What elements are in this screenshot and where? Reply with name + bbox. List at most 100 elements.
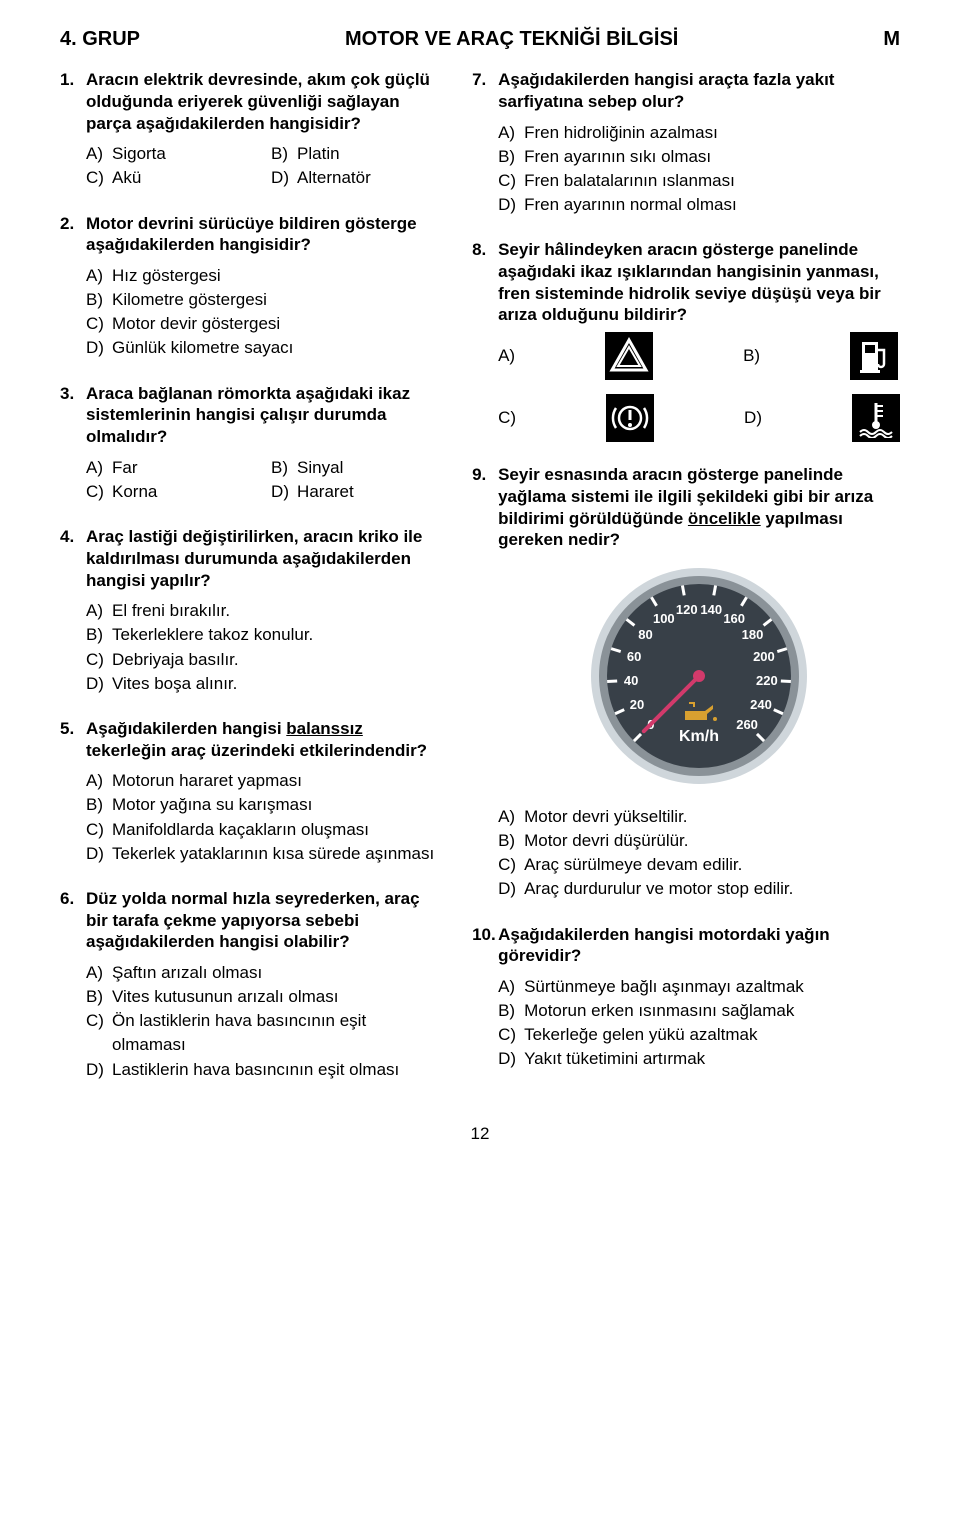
- q6-optA: Şaftın arızalı olması: [112, 961, 262, 985]
- hazard-triangle-icon: [605, 332, 653, 380]
- q1-optB: Platin: [297, 142, 340, 166]
- svg-text:20: 20: [630, 697, 644, 712]
- header-left: 4. GRUP: [60, 28, 140, 51]
- page: 4. GRUP MOTOR VE ARAÇ TEKNİĞİ BİLGİSİ M …: [0, 0, 960, 1174]
- svg-text:180: 180: [742, 627, 764, 642]
- q10-number: 10.: [472, 924, 498, 968]
- q9-optB: Motor devri düşürülür.: [524, 829, 688, 853]
- q6-optC-letter: C): [86, 1009, 112, 1057]
- q5-optA-letter: A): [86, 769, 112, 793]
- speedometer-gauge-icon: 020406080100120140160180200220240260Km/h: [472, 561, 900, 791]
- q2-optC-letter: C): [86, 312, 112, 336]
- q7-options: A)Fren hidroliğinin azalması B)Fren ayar…: [472, 121, 900, 218]
- question-6: 6. Düz yolda normal hızla seyrederken, a…: [60, 888, 440, 1082]
- q4-optC: Debriyaja basılır.: [112, 648, 239, 672]
- q8-labelB: B): [743, 346, 760, 366]
- q10-optA: Sürtünmeye bağlı aşınmayı azaltmak: [524, 975, 804, 999]
- q8-number: 8.: [472, 239, 498, 326]
- q6-options: A)Şaftın arızalı olması B)Vites kutusunu…: [60, 961, 440, 1082]
- q8-text: Seyir hâlindeyken aracın gösterge paneli…: [498, 239, 900, 326]
- q1-optC-letter: C): [86, 166, 112, 190]
- q7-optA-letter: A): [498, 121, 524, 145]
- q7-text: Aşağıdakilerden hangisi araçta fazla yak…: [498, 69, 900, 113]
- q2-optD: Günlük kilometre sayacı: [112, 336, 293, 360]
- q4-optD: Vites boşa alınır.: [112, 672, 237, 696]
- fuel-pump-icon: [850, 332, 898, 380]
- q3-optD-letter: D): [271, 480, 297, 504]
- q10-options: A)Sürtünmeye bağlı aşınmayı azaltmak B)M…: [472, 975, 900, 1072]
- q6-optD: Lastiklerin hava basıncının eşit olması: [112, 1058, 399, 1082]
- question-9: 9. Seyir esnasında aracın gösterge panel…: [472, 464, 900, 902]
- q2-optD-letter: D): [86, 336, 112, 360]
- q4-optA: El freni bırakılır.: [112, 599, 230, 623]
- page-header: 4. GRUP MOTOR VE ARAÇ TEKNİĞİ BİLGİSİ M: [60, 28, 900, 51]
- q6-optB-letter: B): [86, 985, 112, 1009]
- q8-labelA: A): [498, 346, 515, 366]
- svg-text:220: 220: [756, 673, 778, 688]
- q10-optC: Tekerleğe gelen yükü azaltmak: [524, 1023, 757, 1047]
- q10-optD-letter: D): [498, 1047, 524, 1071]
- q3-optA-letter: A): [86, 456, 112, 480]
- svg-text:160: 160: [723, 611, 745, 626]
- q3-optB-letter: B): [271, 456, 297, 480]
- q1-number: 1.: [60, 69, 86, 134]
- q9-optD: Araç durdurulur ve motor stop edilir.: [524, 877, 793, 901]
- question-7: 7. Aşağıdakilerden hangisi araçta fazla …: [472, 69, 900, 217]
- q7-number: 7.: [472, 69, 498, 113]
- q3-optB: Sinyal: [297, 456, 343, 480]
- q3-optC-letter: C): [86, 480, 112, 504]
- svg-text:40: 40: [624, 673, 638, 688]
- q10-optB: Motorun erken ısınmasını sağlamak: [524, 999, 794, 1023]
- q8-labelC: C): [498, 408, 516, 428]
- svg-text:Km/h: Km/h: [679, 728, 719, 745]
- question-1: 1. Aracın elektrik devresinde, akım çok …: [60, 69, 440, 191]
- brake-warning-icon: [606, 394, 654, 442]
- q5-optD-letter: D): [86, 842, 112, 866]
- question-4: 4. Araç lastiği değiştirilirken, aracın …: [60, 526, 440, 696]
- q1-optB-letter: B): [271, 142, 297, 166]
- left-column: 1. Aracın elektrik devresinde, akım çok …: [60, 69, 440, 1104]
- q5-options: A)Motorun hararet yapması B)Motor yağına…: [60, 769, 440, 866]
- svg-text:140: 140: [700, 602, 722, 617]
- q5-text: Aşağıdakilerden hangisi balanssız tekerl…: [86, 718, 440, 762]
- q9-optD-letter: D): [498, 877, 524, 901]
- q9-text: Seyir esnasında aracın gösterge panelind…: [498, 464, 900, 551]
- q8-row-CD: C) D): [472, 394, 900, 442]
- q5-optB: Motor yağına su karışması: [112, 793, 312, 817]
- q8-labelD: D): [744, 408, 762, 428]
- q10-optA-letter: A): [498, 975, 524, 999]
- q7-optB-letter: B): [498, 145, 524, 169]
- q4-number: 4.: [60, 526, 86, 591]
- question-3: 3. Araca bağlanan römorkta aşağıdaki ika…: [60, 383, 440, 505]
- q9-optB-letter: B): [498, 829, 524, 853]
- q5-optC: Manifoldlarda kaçakların oluşması: [112, 818, 369, 842]
- svg-text:80: 80: [638, 627, 652, 642]
- q9-options: A)Motor devri yükseltilir. B)Motor devri…: [472, 805, 900, 902]
- q1-optC: Akü: [112, 166, 141, 190]
- q1-optA: Sigorta: [112, 142, 166, 166]
- q2-optA: Hız göstergesi: [112, 264, 221, 288]
- q9-number: 9.: [472, 464, 498, 551]
- q2-number: 2.: [60, 213, 86, 257]
- q7-optC: Fren balatalarının ıslanması: [524, 169, 735, 193]
- question-10: 10. Aşağıdakilerden hangisi motordaki ya…: [472, 924, 900, 1072]
- q4-optB: Tekerleklere takoz konulur.: [112, 623, 313, 647]
- q5-optC-letter: C): [86, 818, 112, 842]
- header-right: M: [883, 28, 900, 51]
- q5-optA: Motorun hararet yapması: [112, 769, 302, 793]
- q7-optC-letter: C): [498, 169, 524, 193]
- q6-optA-letter: A): [86, 961, 112, 985]
- q2-optB: Kilometre göstergesi: [112, 288, 267, 312]
- q3-options: A)Far B)Sinyal C)Korna D)Hararet: [60, 456, 440, 504]
- question-8: 8. Seyir hâlindeyken aracın gösterge pan…: [472, 239, 900, 442]
- q5-number: 5.: [60, 718, 86, 762]
- q10-text: Aşağıdakilerden hangisi motordaki yağın …: [498, 924, 900, 968]
- q5-optB-letter: B): [86, 793, 112, 817]
- q6-optB: Vites kutusunun arızalı olması: [112, 985, 338, 1009]
- q2-optA-letter: A): [86, 264, 112, 288]
- q2-text: Motor devrini sürücüye bildiren gösterge…: [86, 213, 440, 257]
- q8-row-AB: A) B): [472, 332, 900, 380]
- q9-optC: Araç sürülmeye devam edilir.: [524, 853, 742, 877]
- q7-optB: Fren ayarının sıkı olması: [524, 145, 711, 169]
- q1-optA-letter: A): [86, 142, 112, 166]
